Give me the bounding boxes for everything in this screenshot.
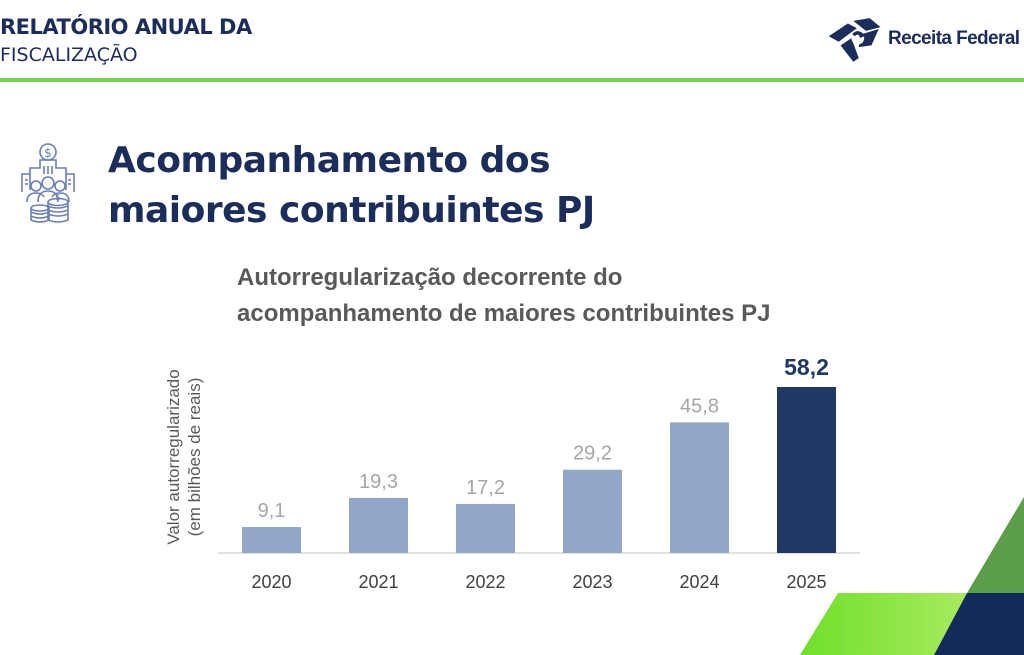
x-tick-label-2024: 2024 (679, 572, 719, 592)
bar-2021 (349, 497, 408, 553)
page-title-line-2: maiores contribuintes PJ (108, 190, 595, 231)
chart-title-line-2: acompanhamento de maiores contribuintes … (237, 300, 771, 327)
header-divider (0, 78, 1024, 82)
x-tick-label-2021: 2021 (358, 572, 398, 592)
x-tick-label-2025: 2025 (786, 572, 826, 592)
data-label-2021: 19,3 (359, 471, 398, 493)
receita-federal-logo: Receita Federal (826, 14, 1020, 64)
bar-2020 (242, 527, 301, 553)
x-tick-label-2020: 2020 (251, 572, 291, 592)
page-title: Acompanhamento dos maiores contribuintes… (108, 136, 595, 236)
header: RELATÓRIO ANUAL DA FISCALIZAÇÃO Receita … (0, 0, 1024, 82)
chart-title-line-1: Autorregularização decorrente do (237, 264, 623, 291)
chart-title: Autorregularização decorrente do acompan… (237, 260, 770, 332)
bar-2024 (670, 422, 729, 553)
x-tick-label-2022: 2022 (465, 572, 505, 592)
decor-light-green-shape (800, 593, 967, 655)
x-tick-label-2023: 2023 (572, 572, 612, 592)
page-title-line-1: Acompanhamento dos (108, 140, 551, 181)
svg-text:$: $ (55, 193, 61, 203)
receita-federal-emblem-icon (828, 18, 881, 62)
decor-dark-green-shape (967, 497, 1024, 593)
logo-text: Receita Federal (888, 28, 1020, 49)
bar-2022 (456, 503, 515, 553)
bar-2023 (563, 469, 622, 553)
buildings-people-coins-icon: $ $ (21, 143, 75, 223)
decor-navy-shape (934, 593, 1024, 655)
report-title: RELATÓRIO ANUAL DA (0, 15, 252, 39)
svg-text:$: $ (44, 146, 52, 160)
data-label-2020: 9,1 (258, 500, 286, 522)
report-subtitle: FISCALIZAÇÃO (0, 44, 138, 66)
data-label-2024: 45,8 (680, 395, 719, 417)
data-label-2023: 29,2 (573, 443, 612, 465)
data-label-2025: 58,2 (784, 354, 829, 380)
bar-2025 (777, 387, 836, 553)
data-label-2022: 17,2 (466, 477, 505, 499)
